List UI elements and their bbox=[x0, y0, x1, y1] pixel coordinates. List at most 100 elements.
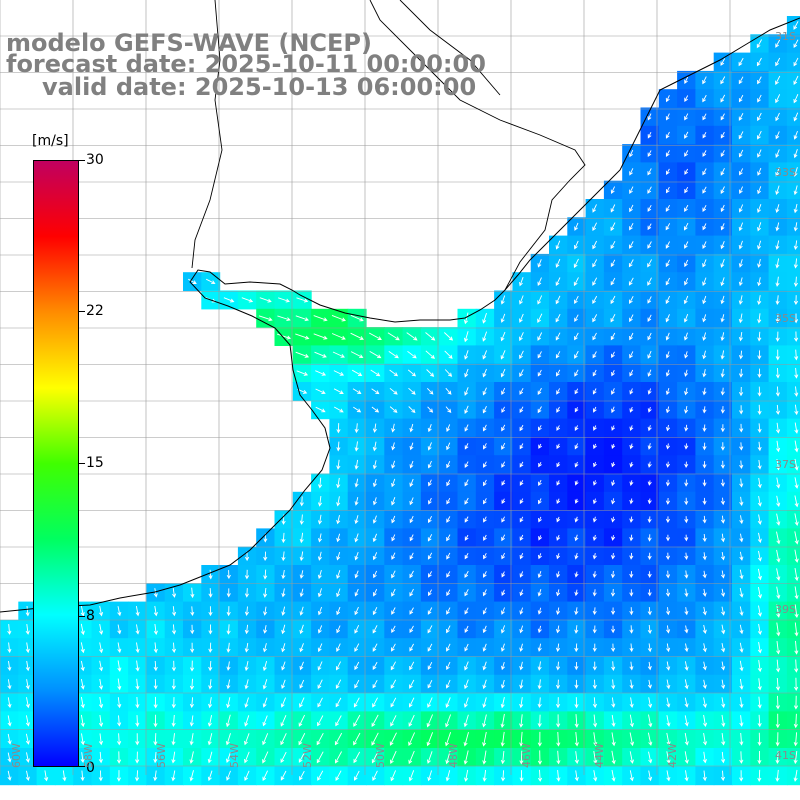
wind-arrow bbox=[241, 297, 254, 303]
wind-arrow bbox=[629, 498, 634, 505]
wind-arrow bbox=[793, 695, 799, 710]
wind-arrow bbox=[776, 513, 781, 526]
wind-arrow bbox=[171, 697, 176, 709]
wind-arrow bbox=[117, 660, 122, 672]
wind-arrow bbox=[244, 588, 249, 598]
lat-label-31s: 31S bbox=[775, 30, 796, 43]
wind-arrow bbox=[776, 459, 781, 471]
wind-arrow bbox=[555, 679, 561, 690]
wind-arrow bbox=[427, 680, 433, 689]
wind-arrow bbox=[574, 388, 579, 395]
wind-arrow bbox=[372, 533, 378, 543]
wind-arrow bbox=[189, 697, 194, 709]
wind-arrow bbox=[794, 495, 799, 508]
wind-arrow bbox=[409, 588, 414, 597]
wind-arrow bbox=[629, 607, 634, 616]
wind-arrow bbox=[611, 535, 616, 541]
wind-arrow bbox=[592, 679, 597, 690]
wind-arrow bbox=[611, 661, 616, 671]
wind-arrow bbox=[538, 443, 542, 449]
wind-arrow bbox=[647, 480, 652, 486]
wind-arrow bbox=[592, 314, 598, 323]
wind-arrow bbox=[665, 95, 670, 103]
wind-arrow bbox=[98, 733, 104, 746]
wind-arrow bbox=[409, 515, 414, 524]
wind-arrow bbox=[574, 369, 579, 377]
wind-arrow bbox=[428, 571, 432, 578]
wind-arrow bbox=[117, 751, 122, 764]
wind-arrow bbox=[463, 750, 469, 765]
wind-arrow bbox=[245, 551, 250, 562]
wind-arrow bbox=[446, 534, 451, 542]
wind-arrow bbox=[556, 589, 561, 597]
wind-arrow bbox=[647, 624, 652, 635]
wind-arrow bbox=[555, 277, 561, 287]
wind-arrow bbox=[721, 714, 726, 728]
wind-arrow bbox=[702, 332, 707, 341]
wind-arrow bbox=[135, 696, 140, 709]
wind-arrow bbox=[98, 696, 104, 709]
wind-arrow bbox=[794, 404, 799, 416]
wind-arrow bbox=[776, 622, 781, 637]
lon-label-46w: 46W bbox=[520, 743, 533, 768]
wind-arrow bbox=[739, 587, 744, 598]
wind-arrow bbox=[738, 332, 743, 342]
wind-arrow bbox=[629, 661, 634, 671]
wind-arrow bbox=[500, 731, 505, 747]
wind-arrow bbox=[629, 295, 634, 304]
wind-arrow bbox=[280, 770, 287, 781]
wind-arrow bbox=[354, 625, 360, 634]
wind-arrow bbox=[702, 259, 707, 268]
wind-arrow bbox=[776, 549, 781, 563]
colorbar-tick-8: 8 bbox=[86, 608, 95, 624]
wind-arrow bbox=[519, 424, 524, 432]
wind-arrow bbox=[776, 604, 781, 618]
wind-arrow bbox=[665, 516, 670, 524]
wind-arrow bbox=[556, 388, 560, 395]
wind-arrow bbox=[720, 332, 725, 342]
wind-arrow bbox=[593, 425, 597, 431]
wind-arrow bbox=[592, 607, 597, 616]
wind-arrow bbox=[409, 478, 414, 488]
wind-arrow bbox=[665, 588, 671, 597]
wind-arrow bbox=[208, 569, 213, 580]
wind-arrow bbox=[116, 770, 121, 782]
wind-arrow bbox=[611, 425, 616, 431]
wind-arrow bbox=[555, 661, 561, 671]
wind-arrow bbox=[446, 661, 451, 671]
wind-arrow bbox=[720, 204, 725, 213]
wind-arrow bbox=[794, 440, 799, 453]
wind-arrow bbox=[501, 552, 506, 560]
wind-arrow bbox=[720, 424, 725, 433]
colorbar-unit: [m/s] bbox=[32, 133, 69, 149]
wind-arrow bbox=[592, 332, 597, 341]
wind-arrow bbox=[135, 733, 140, 746]
wind-arrow bbox=[25, 733, 30, 745]
wind-arrow bbox=[757, 660, 762, 673]
wind-speed-cell bbox=[786, 491, 800, 511]
wind-arrow bbox=[463, 312, 469, 325]
wind-arrow bbox=[793, 185, 798, 196]
colorbar-tickmark bbox=[79, 616, 85, 617]
wind-arrow bbox=[444, 350, 453, 359]
wind-arrow bbox=[702, 479, 707, 487]
wind-arrow bbox=[464, 679, 469, 690]
wind-arrow bbox=[135, 678, 140, 691]
wind-arrow bbox=[611, 679, 616, 690]
wind-arrow bbox=[519, 480, 524, 486]
colorbar-tickmark bbox=[79, 311, 85, 312]
wind-arrow bbox=[739, 423, 744, 433]
wind-arrow bbox=[720, 368, 725, 378]
wind-arrow bbox=[445, 406, 452, 414]
wind-arrow bbox=[426, 732, 434, 747]
wind-arrow bbox=[720, 387, 725, 396]
wind-arrow bbox=[611, 516, 616, 523]
wind-arrow bbox=[684, 479, 689, 487]
wind-arrow bbox=[793, 94, 799, 104]
wind-arrow bbox=[537, 607, 542, 615]
wind-arrow bbox=[299, 679, 305, 689]
wind-arrow bbox=[295, 351, 310, 358]
wind-arrow bbox=[500, 679, 505, 689]
wind-arrow bbox=[574, 350, 579, 359]
